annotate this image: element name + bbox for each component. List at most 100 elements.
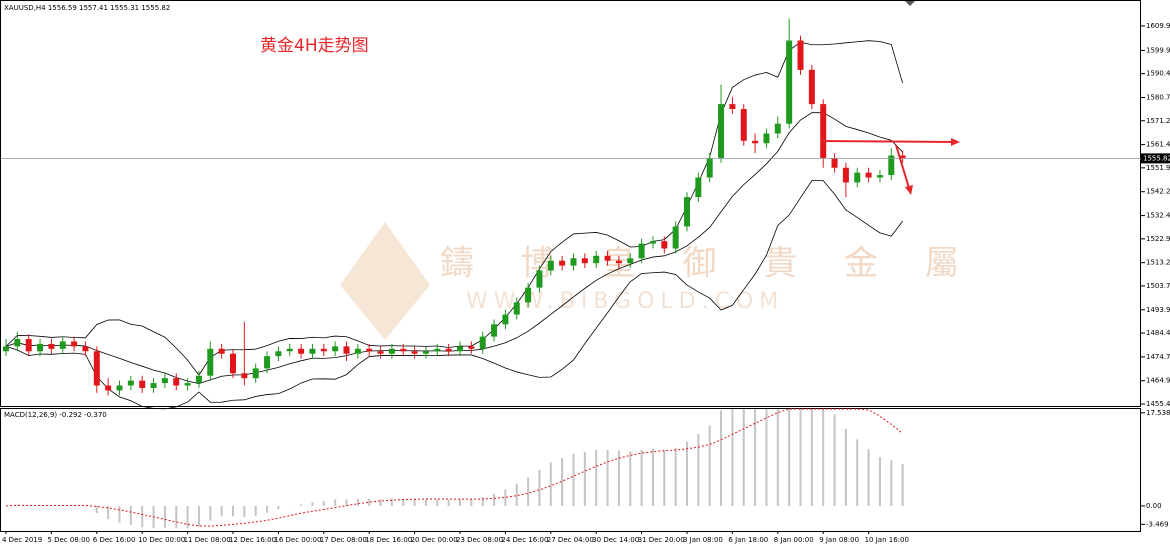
candle-body [559,260,566,266]
y-tick-label: 17.538 [1146,409,1170,417]
candle-body [275,351,282,357]
candle-body [672,226,679,249]
y-tick-label: 1474.70 [1146,353,1170,361]
current-price-box [1141,153,1170,164]
candle-body [37,343,44,352]
candle-body [820,104,827,158]
y-tick-label: 0.00 [1146,502,1162,510]
x-tick-label: 18 Dec 16:00 [365,536,412,544]
candle-body [604,255,611,261]
candle-body [774,123,781,134]
candle-body [581,258,588,264]
candle-body [457,346,463,352]
candle-body [865,172,872,178]
candle-body [173,378,180,386]
y-tick-label: 1551.95 [1146,164,1170,172]
candle-body [388,348,395,354]
candle-body [71,341,78,347]
bollinger-band [5,180,903,410]
x-tick-label: 6 Jan 18:00 [728,536,768,544]
y-tick-label: 1561.45 [1146,141,1170,149]
x-tick-label: 10 Jan 16:00 [865,536,909,544]
candle-body [59,341,66,349]
y-tick-label: 1493.95 [1146,306,1170,314]
y-tick-label: 1484.45 [1146,329,1170,337]
candle-body [842,167,849,183]
candle-body [422,351,429,354]
candle-body [445,348,452,352]
candle-body [627,258,634,264]
candle-body [150,383,157,388]
x-tick-label: 20 Dec 00:00 [411,536,458,544]
candle-body [218,348,225,354]
y-tick-label: -3.469 [1146,520,1169,528]
header: XAUUSD,H4 1556.59 1557.41 1555.31 1555.8… [4,4,170,12]
candle-body [48,343,55,349]
candle-body [184,383,191,386]
bollinger-band [5,112,903,384]
candle-body [695,177,702,198]
indicator-panel [0,408,1141,532]
annotation-arrow [821,140,955,143]
candle-body [434,348,441,352]
candle-body [876,175,883,178]
candle-body [332,346,339,352]
y-tick-label: 1455.45 [1146,400,1170,408]
current-price-label: 1555.82 [1143,154,1170,162]
arrow-head [951,138,960,146]
y-tick-label: 1599.95 [1146,46,1170,54]
candle-body [808,69,815,105]
candle-body [309,348,316,354]
candle-body [127,380,134,386]
annotations [821,1,960,195]
y-tick-label: 1542.20 [1146,188,1170,196]
candle-body [377,351,384,354]
y-tick-label: 1513.20 [1146,259,1170,267]
candle-body [3,346,9,352]
shift-marker [905,1,915,6]
candle-body [706,157,713,178]
candle-body [525,287,532,303]
candle-body [752,140,759,144]
candle-body [899,155,906,158]
candle-body [615,260,622,264]
y-tick-label: 1503.70 [1146,282,1170,290]
candle-body [729,104,736,110]
signal-line [5,408,903,527]
candle-body [468,346,475,349]
x-tick-label: 24 Dec 16:00 [501,536,548,544]
candle-body [25,339,32,352]
candle-body [888,155,895,176]
watermark-url: WWW.BIBGOLD.COM [466,289,784,314]
candle-body [491,324,498,337]
candle-body [718,104,725,158]
x-tick-label: 4 Dec 2019 [2,536,42,544]
candle-body [593,255,600,264]
candle-body [252,368,259,379]
x-tick-label: 27 Dec 04:00 [547,536,594,544]
watermark-logo [340,222,430,340]
candle-body [502,314,509,325]
candle-body [320,348,327,352]
x-tick-label: 11 Dec 08:00 [184,536,231,544]
bollinger-band [5,40,904,376]
x-tick-label: 23 Dec 08:00 [456,536,503,544]
candle-body [343,346,350,354]
candle-body [286,348,293,352]
x-tick-label: 12 Dec 16:00 [229,536,276,544]
candle-body [195,375,202,384]
candle-body [411,351,418,354]
x-tick-label: 10 Dec 00:00 [138,536,185,544]
arrow-head [905,185,913,195]
candle-body [139,380,146,388]
candle-body [105,385,112,391]
candle-body [831,157,838,168]
y-tick-label: 1522.95 [1146,235,1170,243]
x-tick-label: 8 Jan 00:00 [774,536,814,544]
x-tick-label: 3 Jan 08:00 [683,536,723,544]
x-tick-label: 17 Dec 08:00 [320,536,367,544]
candle-body [797,40,804,70]
candle-body [161,378,168,384]
candle-body [513,302,520,315]
candle-body [638,243,645,259]
